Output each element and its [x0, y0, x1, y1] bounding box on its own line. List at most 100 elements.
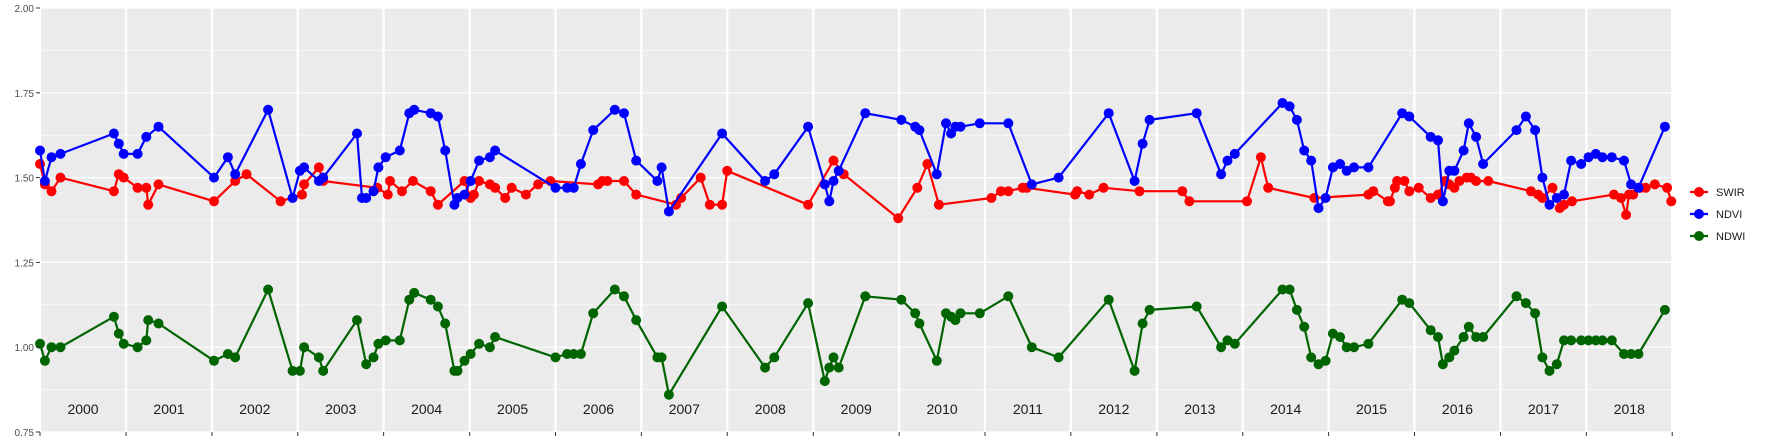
data-point-swir — [397, 186, 407, 197]
data-point-ndvi — [656, 162, 667, 173]
data-point-ndwi — [1471, 332, 1482, 342]
data-point-ndwi — [1191, 301, 1202, 312]
data-point-ndvi — [1320, 193, 1331, 203]
data-point-ndvi — [35, 145, 45, 156]
data-point-ndwi — [1299, 321, 1310, 332]
data-point-ndwi — [828, 352, 839, 363]
data-point-ndvi — [1216, 169, 1227, 180]
data-point-ndwi — [1229, 338, 1240, 349]
legend: SWIR NDVI NDWI — [1690, 187, 1745, 243]
data-point-ndwi — [588, 308, 599, 319]
data-point-ndwi — [1216, 342, 1227, 353]
year-label: 2000 — [67, 401, 98, 417]
data-point-ndvi — [490, 145, 501, 156]
data-point-ndvi — [1129, 176, 1140, 186]
data-point-ndwi — [717, 301, 728, 312]
data-point-ndwi — [1320, 355, 1331, 366]
data-point-ndvi — [368, 186, 379, 197]
axes: 0.75 1.00 1.25 1.50 1.75 2.00 — [15, 4, 1673, 439]
data-point-ndvi — [824, 196, 835, 207]
data-point-ndvi — [1537, 172, 1548, 183]
data-point-ndwi — [860, 291, 871, 302]
data-point-ndwi — [1530, 308, 1541, 319]
year-label: 2017 — [1528, 401, 1559, 417]
data-point-ndwi — [299, 342, 310, 353]
year-label: 2018 — [1614, 401, 1645, 417]
series-ndvi — [35, 98, 1670, 217]
data-point-swir — [1242, 196, 1252, 207]
data-point-ndwi — [1449, 345, 1460, 356]
data-point-swir — [1547, 182, 1558, 193]
year-label: 2004 — [411, 401, 442, 417]
data-point-ndwi — [409, 287, 420, 298]
data-point-swir — [695, 172, 706, 183]
data-point-ndwi — [609, 284, 620, 295]
data-point-swir — [520, 189, 531, 200]
data-point-ndvi — [318, 172, 329, 183]
data-point-swir — [933, 199, 944, 210]
data-point-ndwi — [1341, 342, 1352, 353]
data-point-swir — [408, 176, 418, 186]
data-point-ndvi — [474, 155, 485, 166]
data-point-ndwi — [287, 365, 298, 376]
data-point-ndwi — [1478, 332, 1489, 342]
data-point-ndvi — [465, 176, 476, 186]
data-point-ndwi — [974, 308, 985, 319]
data-point-ndvi — [352, 128, 362, 139]
data-point-ndvi — [1449, 165, 1460, 176]
data-point-ndvi — [132, 148, 143, 159]
data-point-ndwi — [1619, 349, 1629, 359]
data-point-ndwi — [368, 352, 379, 363]
data-point-ndwi — [575, 349, 586, 359]
data-point-ndwi — [1363, 338, 1374, 349]
data-point-ndwi — [1433, 332, 1443, 342]
year-label: 2009 — [841, 401, 872, 417]
data-point-swir — [1640, 182, 1651, 193]
data-point-ndwi — [824, 362, 835, 373]
data-point-ndwi — [108, 311, 119, 322]
data-point-swir — [717, 199, 728, 210]
year-label: 2001 — [153, 401, 184, 417]
data-point-swir — [468, 189, 479, 200]
data-point-ndvi — [1222, 155, 1233, 166]
data-point-ndwi — [352, 315, 362, 326]
data-point-swir — [209, 196, 219, 207]
data-point-ndwi — [35, 338, 45, 349]
year-label: 2005 — [497, 401, 528, 417]
data-point-swir — [893, 213, 904, 224]
legend-label: SWIR — [1716, 187, 1745, 199]
data-point-ndvi — [263, 104, 274, 115]
data-point-swir — [1559, 199, 1569, 210]
data-point-swir — [153, 179, 164, 190]
data-point-ndvi — [39, 176, 50, 186]
data-point-ndvi — [1463, 118, 1474, 129]
y-tick-label: 1.00 — [15, 343, 35, 354]
data-point-ndwi — [1511, 291, 1522, 302]
data-point-ndwi — [896, 294, 907, 305]
data-point-ndvi — [1619, 155, 1629, 166]
data-point-ndwi — [1137, 318, 1148, 329]
data-point-ndvi — [609, 104, 620, 115]
data-point-ndvi — [1191, 108, 1202, 119]
data-point-ndwi — [833, 362, 844, 373]
data-point-swir — [143, 199, 154, 210]
data-point-ndwi — [313, 352, 324, 363]
data-point-ndwi — [263, 284, 274, 295]
data-point-ndvi — [153, 121, 164, 132]
data-point-ndvi — [222, 152, 233, 163]
data-point-swir — [602, 176, 613, 186]
year-label: 2015 — [1356, 401, 1387, 417]
data-point-ndwi — [46, 342, 57, 353]
legend-key-point — [1694, 187, 1704, 197]
data-point-ndvi — [568, 182, 579, 193]
data-point-ndvi — [1306, 155, 1317, 166]
data-point-swir — [1666, 196, 1677, 207]
data-point-swir — [1413, 182, 1424, 193]
data-point-ndwi — [1633, 349, 1644, 359]
data-point-ndwi — [1559, 335, 1569, 346]
data-point-swir — [1616, 193, 1626, 203]
data-point-swir — [1471, 176, 1482, 186]
year-labels: 2000 2001 2002 2003 2004 2005 2006 2007 2008 2009… — [67, 401, 1645, 417]
data-point-ndwi — [1284, 284, 1295, 295]
